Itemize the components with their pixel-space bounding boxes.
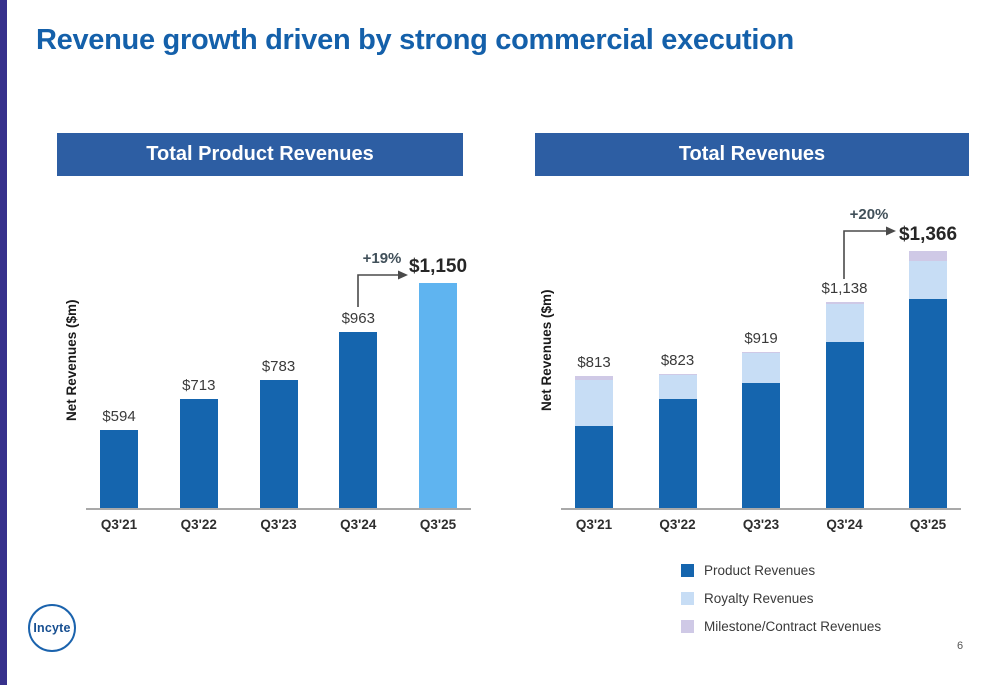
x-tick-label: Q3'21 [575,517,613,532]
legend-item: Royalty Revenues [681,591,881,606]
bar-segment [575,425,613,508]
bar-column: $1,366 [895,224,961,508]
x-tick-label: Q3'25 [419,517,457,532]
incyte-logo: Incyte [28,604,76,652]
bar [339,332,378,508]
plot-area: +20% $813 $823 $919 $1,138 $1,366 Q3'21 Q3'22… [561,190,961,532]
bar-value-label: $1,366 [898,223,958,245]
stacked-bar [658,373,697,508]
stacked-bar [575,375,613,508]
bar-column: $823 [645,352,711,508]
bar-column: $1,138 [812,280,878,508]
bar-segment [575,380,613,426]
bar-segment [658,373,697,375]
bar-value-label: $1,138 [821,280,868,298]
x-tick-label: Q3'25 [909,517,947,532]
legend-label: Product Revenues [704,563,816,578]
bar-value-label: $1,150 [408,255,468,277]
bar-column: $919 [728,330,794,508]
bar-segment [575,375,613,381]
bar-segment [909,260,947,300]
x-axis: Q3'21 Q3'22 Q3'23 Q3'24 Q3'25 [86,517,471,532]
bar-value-label: $823 [660,351,695,369]
legend: Product Revenues Royalty Revenues Mileston… [681,563,881,647]
bar-value-label: $813 [577,353,611,371]
legend-swatch [681,592,694,605]
bar-column: $813 [561,354,627,508]
legend-swatch [681,620,694,633]
legend-label: Royalty Revenues [704,591,814,606]
total-product-revenues-chart: Net Revenues ($m) +19% $594 $713 $783 $963 $… [58,210,471,532]
bar-value-label: $783 [261,358,296,376]
x-axis: Q3'21 Q3'22 Q3'23 Q3'24 Q3'25 [561,517,961,532]
stacked-bar [825,302,864,508]
x-tick-label: Q3'23 [260,517,297,532]
legend-item: Product Revenues [681,563,881,578]
bar-column: $783 [246,358,312,508]
bar-segment [825,302,864,305]
bar-column: $713 [166,377,232,508]
bar-column: $1,150 [405,256,471,508]
logo-text: Incyte [33,621,71,635]
bar-segment [658,374,697,399]
bar-segment [742,382,780,508]
bar [179,398,218,508]
bar-segment [825,341,864,508]
plot-area: +19% $594 $713 $783 $963 $1,150 Q3'21 Q3'22 Q3… [86,210,471,532]
bar [259,380,298,508]
bar-segment [658,398,697,508]
bars-area: $594 $713 $783 $963 $1,150 [86,210,471,510]
bar-segment [909,299,947,508]
bars-area: $813 $823 $919 $1,138 $1,366 [561,190,961,510]
x-tick-label: Q3'23 [742,517,780,532]
bar-segment [825,304,864,342]
slide-title: Revenue growth driven by strong commerci… [36,24,794,56]
bar-value-label: $713 [182,376,216,394]
left-accent-stripe [0,0,7,685]
x-tick-label: Q3'21 [100,517,138,532]
chart-header-total-revenues: Total Revenues [535,133,969,176]
x-tick-label: Q3'24 [826,517,863,532]
y-axis-label: Net Revenues ($m) [64,299,79,421]
bar-value-label: $963 [341,310,375,328]
legend-label: Milestone/Contract Revenues [704,619,882,634]
bar [419,282,457,508]
legend-swatch [681,564,694,577]
bar-value-label: $919 [744,329,778,347]
bar [100,430,138,508]
bar-segment [742,353,780,383]
x-tick-label: Q3'24 [340,517,377,532]
x-tick-label: Q3'22 [659,517,696,532]
legend-item: Milestone/Contract Revenues [681,619,881,634]
total-revenues-chart: Net Revenues ($m) +20% $813 $823 $919 $1,13… [533,190,961,532]
page-number: 6 [957,640,964,652]
bar-value-label: $594 [102,408,136,426]
y-axis-label: Net Revenues ($m) [539,289,554,411]
chart-header-total-product-revenues: Total Product Revenues [57,133,463,176]
bar-column: $963 [325,310,391,508]
stacked-bar [742,351,780,508]
bar-column: $594 [86,408,152,508]
x-tick-label: Q3'22 [180,517,217,532]
bar-segment [742,351,780,354]
stacked-bar [909,250,947,508]
bar-segment [909,250,947,261]
